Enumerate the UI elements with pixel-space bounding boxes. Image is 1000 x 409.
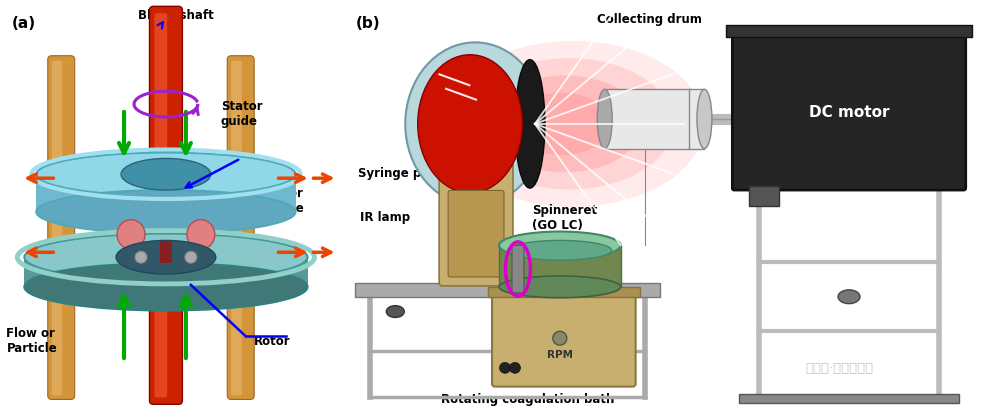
- Text: Flow or
Particle: Flow or Particle: [254, 187, 304, 215]
- FancyBboxPatch shape: [749, 187, 779, 207]
- Ellipse shape: [386, 306, 404, 318]
- Text: IR lamp: IR lamp: [360, 210, 411, 223]
- Ellipse shape: [117, 220, 145, 250]
- Text: Rotating coagulation bath: Rotating coagulation bath: [441, 391, 615, 405]
- Ellipse shape: [405, 43, 545, 206]
- FancyBboxPatch shape: [149, 7, 182, 405]
- Text: Blade shaft: Blade shaft: [138, 9, 214, 22]
- FancyBboxPatch shape: [227, 56, 254, 400]
- Text: Stator
guide: Stator guide: [221, 100, 262, 128]
- FancyBboxPatch shape: [726, 26, 972, 38]
- Text: (a): (a): [11, 16, 35, 31]
- Text: DC motor: DC motor: [818, 26, 880, 39]
- Ellipse shape: [36, 191, 296, 234]
- FancyBboxPatch shape: [739, 393, 959, 403]
- Ellipse shape: [36, 153, 296, 196]
- FancyBboxPatch shape: [732, 34, 966, 191]
- Text: Syringe pump: Syringe pump: [358, 167, 450, 180]
- Text: Collecting drum: Collecting drum: [597, 13, 702, 26]
- FancyBboxPatch shape: [48, 56, 75, 400]
- Polygon shape: [36, 175, 296, 212]
- Text: Spinneret
(GO LC): Spinneret (GO LC): [532, 203, 597, 231]
- Ellipse shape: [121, 159, 211, 191]
- FancyBboxPatch shape: [605, 90, 704, 149]
- Circle shape: [509, 362, 520, 373]
- Polygon shape: [24, 258, 308, 287]
- Text: Stator: Stator: [226, 157, 267, 170]
- Ellipse shape: [515, 61, 545, 189]
- FancyBboxPatch shape: [231, 61, 242, 396]
- FancyBboxPatch shape: [6, 11, 330, 400]
- Text: DC motor: DC motor: [809, 105, 889, 120]
- FancyBboxPatch shape: [52, 61, 62, 396]
- FancyBboxPatch shape: [355, 283, 660, 297]
- FancyBboxPatch shape: [160, 242, 172, 263]
- FancyBboxPatch shape: [488, 287, 640, 297]
- Ellipse shape: [187, 220, 215, 250]
- Text: (b): (b): [355, 16, 380, 31]
- Ellipse shape: [418, 56, 522, 193]
- Ellipse shape: [116, 241, 216, 274]
- Text: RPM: RPM: [547, 349, 573, 359]
- Ellipse shape: [24, 234, 308, 281]
- Ellipse shape: [508, 241, 612, 261]
- Ellipse shape: [24, 263, 308, 311]
- Circle shape: [500, 362, 510, 373]
- Ellipse shape: [489, 76, 642, 173]
- FancyBboxPatch shape: [492, 290, 636, 387]
- FancyBboxPatch shape: [160, 242, 172, 263]
- FancyBboxPatch shape: [154, 14, 167, 398]
- Ellipse shape: [499, 276, 621, 298]
- Circle shape: [185, 252, 197, 263]
- FancyBboxPatch shape: [448, 191, 504, 277]
- Text: Flow or
Particle: Flow or Particle: [6, 326, 57, 355]
- Ellipse shape: [838, 290, 860, 304]
- Circle shape: [135, 252, 147, 263]
- Polygon shape: [499, 246, 621, 287]
- FancyBboxPatch shape: [512, 246, 524, 293]
- FancyBboxPatch shape: [439, 130, 513, 286]
- Circle shape: [553, 332, 567, 345]
- Ellipse shape: [697, 90, 712, 149]
- Ellipse shape: [465, 59, 673, 190]
- Text: 公众号·石墨烯研究: 公众号·石墨烯研究: [805, 362, 873, 374]
- Ellipse shape: [441, 42, 704, 207]
- Ellipse shape: [499, 232, 621, 260]
- Ellipse shape: [512, 94, 611, 155]
- Ellipse shape: [597, 90, 612, 149]
- Text: Rotor: Rotor: [254, 335, 290, 347]
